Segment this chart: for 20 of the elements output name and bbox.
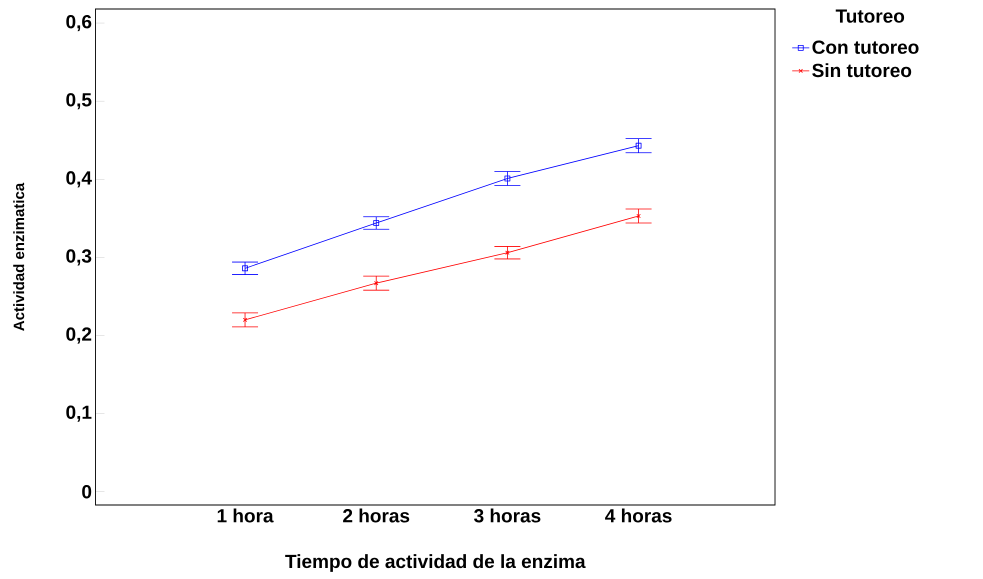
x-tick-label: 4 horas — [605, 508, 672, 522]
x-axis-title: Tiempo de actividad de la enzima — [285, 554, 586, 572]
y-tick-label: 0,2 — [66, 327, 92, 344]
y-axis-title: Actividad enzimatica — [13, 182, 24, 331]
legend-label: Con tutoreo — [812, 40, 919, 54]
y-tick-label: 0,1 — [66, 406, 92, 422]
y-tick-label: 0 — [82, 484, 92, 498]
point — [242, 265, 248, 272]
y-tick-label: 0,4 — [66, 171, 92, 188]
point — [504, 176, 510, 182]
point — [636, 142, 642, 149]
x-tick-label: 3 horas — [474, 508, 540, 523]
x-tick-label: 1 hora — [218, 508, 274, 522]
y-tick-label: 0,6 — [66, 14, 92, 32]
y-tick-label: 0,3 — [66, 249, 92, 266]
point — [373, 220, 380, 226]
x-tick-label: 2 horas — [343, 508, 410, 522]
legend-label: Sin tutoreo — [812, 63, 912, 78]
y-tick-label: 0,5 — [66, 93, 92, 110]
legend-title: Tutoreo — [836, 10, 904, 23]
